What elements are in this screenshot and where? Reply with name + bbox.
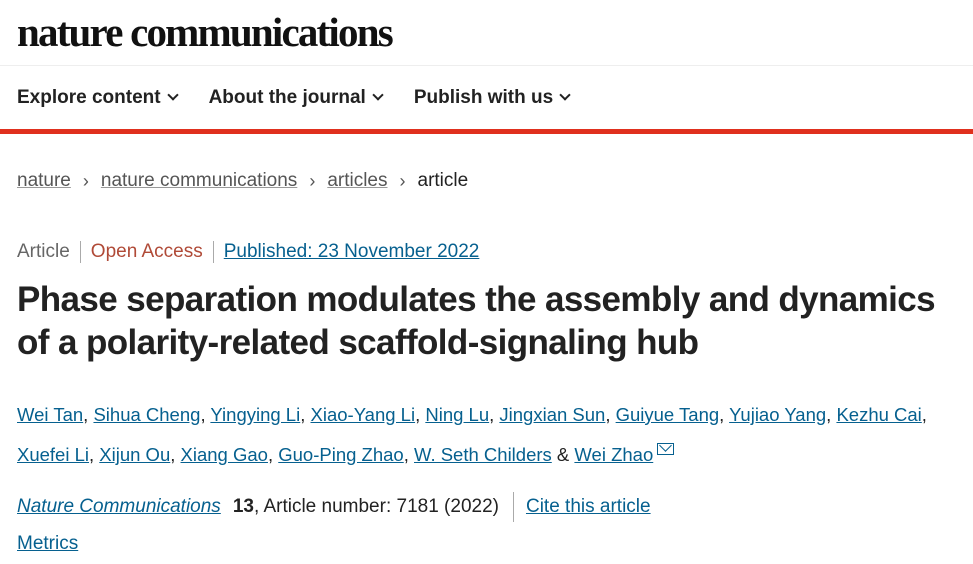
cite-this-article-link[interactable]: Cite this article [525,496,651,517]
nav-explore-content[interactable]: Explore content [17,86,179,109]
citation-line: Nature Communications 13, Article number… [17,492,651,522]
author-list: Wei Tan, Sihua Cheng, Yingying Li, Xiao-… [17,404,927,465]
author-link[interactable]: Xijun Ou [99,444,171,465]
author-link[interactable]: Guo-Ping Zhao [278,444,404,465]
author-link[interactable]: Guiyue Tang [615,404,720,425]
email-icon[interactable] [657,443,675,455]
author-link[interactable]: Kezhu Cai [836,404,922,425]
chevron-down-icon [166,89,179,101]
author-link[interactable]: Ning Lu [425,404,490,425]
author-link[interactable]: Sihua Cheng [93,404,201,425]
breadcrumb: nature › nature communications › article… [17,170,468,192]
nav-label: About the journal [208,86,366,108]
citation-info: 13, Article number: 7181 (2022) [233,492,514,522]
chevron-down-icon [372,89,384,101]
published-date-link[interactable]: Published: 23 November 2022 [223,241,480,262]
corresponding-author-link[interactable]: Wei Zhao [574,444,654,465]
article-number: , Article number: 7181 (2022) [253,496,499,517]
nav-label: Publish with us [413,86,554,108]
article-title: Phase separation modulates the assembly … [17,280,936,362]
nav-label: Explore content [17,86,161,108]
author-link[interactable]: Xiang Gao [180,444,268,465]
chevron-down-icon [559,89,571,101]
open-access-badge: Open Access [81,241,214,263]
article-meta: Article Open Access Published: 23 Novemb… [17,241,479,263]
breadcrumb-nature-communications[interactable]: nature communications [100,170,298,191]
nav-publish-with-us[interactable]: Publish with us [413,86,571,109]
nav-about-journal[interactable]: About the journal [208,86,384,109]
chevron-right-icon: › [82,170,89,191]
journal-link[interactable]: Nature Communications [17,496,221,517]
site-header: nature communications [0,0,973,66]
author-link[interactable]: Wei Tan [17,404,84,425]
author-link[interactable]: Jingxian Sun [499,404,606,425]
article-type: Article [17,241,81,263]
breadcrumb-nature[interactable]: nature [17,170,71,191]
metrics-link[interactable]: Metrics [17,533,79,554]
author-link[interactable]: Yingying Li [210,404,301,425]
breadcrumb-articles[interactable]: articles [327,170,388,191]
breadcrumb-current: article [417,170,469,191]
chevron-right-icon: › [399,170,406,191]
author-link[interactable]: Xiao-Yang Li [310,404,416,425]
ampersand: & [556,444,570,465]
journal-logo[interactable]: nature communications [17,9,394,55]
author-link[interactable]: Yujiao Yang [729,404,827,425]
main-nav: Explore content About the journal Publis… [0,66,973,134]
volume: 13 [232,496,254,517]
chevron-right-icon: › [309,170,316,191]
author-link[interactable]: Xuefei Li [17,444,89,465]
author-link[interactable]: W. Seth Childers [414,444,552,465]
